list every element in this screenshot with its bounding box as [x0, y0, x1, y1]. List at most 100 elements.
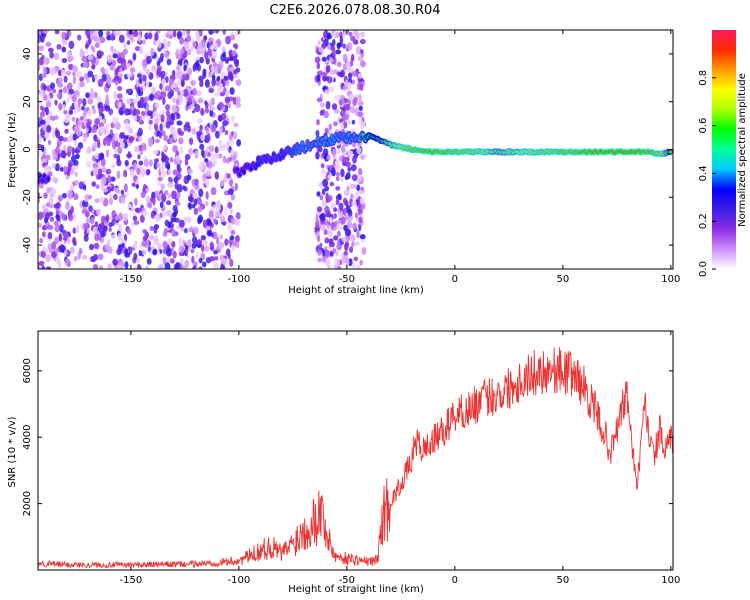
noise-point [192, 41, 197, 48]
noise-point [358, 117, 363, 125]
noise-point [118, 73, 123, 79]
noise-point [49, 216, 55, 222]
noise-point [137, 33, 142, 42]
noise-point [44, 117, 51, 127]
noise-point [316, 119, 320, 126]
noise-point [230, 115, 235, 123]
noise-point [113, 91, 118, 100]
noise-point [157, 176, 163, 182]
noise-point [146, 168, 151, 176]
noise-point [164, 85, 170, 92]
noise-point [176, 70, 182, 79]
noise-point [72, 227, 77, 234]
noise-point [176, 156, 181, 165]
noise-point [164, 262, 171, 269]
noise-point [39, 237, 43, 244]
noise-point [175, 98, 180, 106]
noise-point [61, 213, 66, 221]
noise-point [127, 108, 133, 116]
noise-point [198, 266, 203, 269]
noise-point [78, 247, 83, 255]
noise-point [110, 176, 116, 182]
noise-point [79, 81, 85, 88]
noise-point [102, 166, 107, 173]
noise-point [184, 158, 189, 166]
noise-point [198, 75, 204, 82]
noise-point [90, 35, 95, 40]
noise-point [229, 34, 236, 41]
noise-point [333, 121, 338, 127]
noise-point [327, 229, 333, 237]
noise-point [340, 215, 346, 225]
signal-core [668, 150, 673, 154]
noise-point [102, 118, 106, 124]
noise-point [139, 87, 144, 93]
noise-point [324, 185, 330, 192]
noise-point [184, 249, 188, 257]
noise-point [348, 93, 355, 102]
noise-point [323, 111, 329, 119]
noise-point [329, 56, 334, 64]
noise-point [82, 184, 87, 191]
noise-point [146, 257, 152, 265]
noise-point [82, 136, 87, 143]
noise-point [204, 79, 210, 88]
spectrogram-panel: -150 -100 -50 0 50 100 -40 -20 0 20 40 Height of … [7, 29, 680, 296]
noise-point [215, 80, 221, 86]
noise-point [194, 104, 201, 113]
noise-point [178, 97, 184, 104]
noise-point [111, 163, 116, 169]
noise-point [140, 191, 146, 199]
noise-point [164, 104, 171, 111]
noise-point [158, 264, 164, 269]
bottom-x-tick-label: -100 [228, 575, 251, 586]
noise-point [134, 46, 141, 52]
noise-point [145, 102, 150, 112]
noise-point [100, 158, 106, 167]
noise-point [202, 261, 207, 268]
noise-point [87, 109, 92, 117]
noise-point [81, 254, 88, 260]
noise-point [45, 212, 50, 220]
noise-point [352, 99, 357, 107]
noise-point [132, 30, 139, 38]
noise-point [315, 214, 319, 223]
noise-point [176, 166, 182, 174]
noise-point [66, 97, 70, 103]
noise-point [105, 214, 110, 223]
noise-point [74, 179, 79, 186]
noise-point [89, 30, 93, 35]
noise-point [338, 99, 344, 106]
noise-point [139, 96, 145, 103]
noise-point [39, 119, 46, 125]
noise-point [332, 48, 336, 57]
noise-point [104, 105, 111, 112]
noise-point [234, 234, 240, 243]
noise-point [192, 87, 197, 96]
noise-point [58, 233, 62, 242]
noise-point [229, 208, 233, 215]
noise-point [171, 83, 178, 88]
noise-point [337, 211, 344, 218]
noise-point [219, 241, 225, 248]
noise-point [87, 98, 94, 105]
noise-point [105, 123, 110, 131]
noise-point [72, 159, 79, 166]
noise-point [227, 202, 233, 209]
noise-point [168, 84, 172, 93]
noise-point [328, 86, 335, 93]
noise-point [109, 215, 113, 221]
noise-point [114, 79, 119, 86]
noise-point [154, 117, 160, 125]
noise-point [165, 121, 171, 129]
noise-point [216, 200, 221, 209]
noise-point [196, 238, 203, 245]
noise-point [342, 197, 348, 205]
noise-point [106, 34, 112, 41]
noise-point [226, 173, 231, 179]
noise-point [223, 176, 228, 183]
noise-point [231, 240, 237, 246]
noise-point [176, 30, 181, 40]
noise-point [316, 74, 321, 82]
bottom-y-ticks: 2000 4000 6000 [22, 358, 673, 516]
